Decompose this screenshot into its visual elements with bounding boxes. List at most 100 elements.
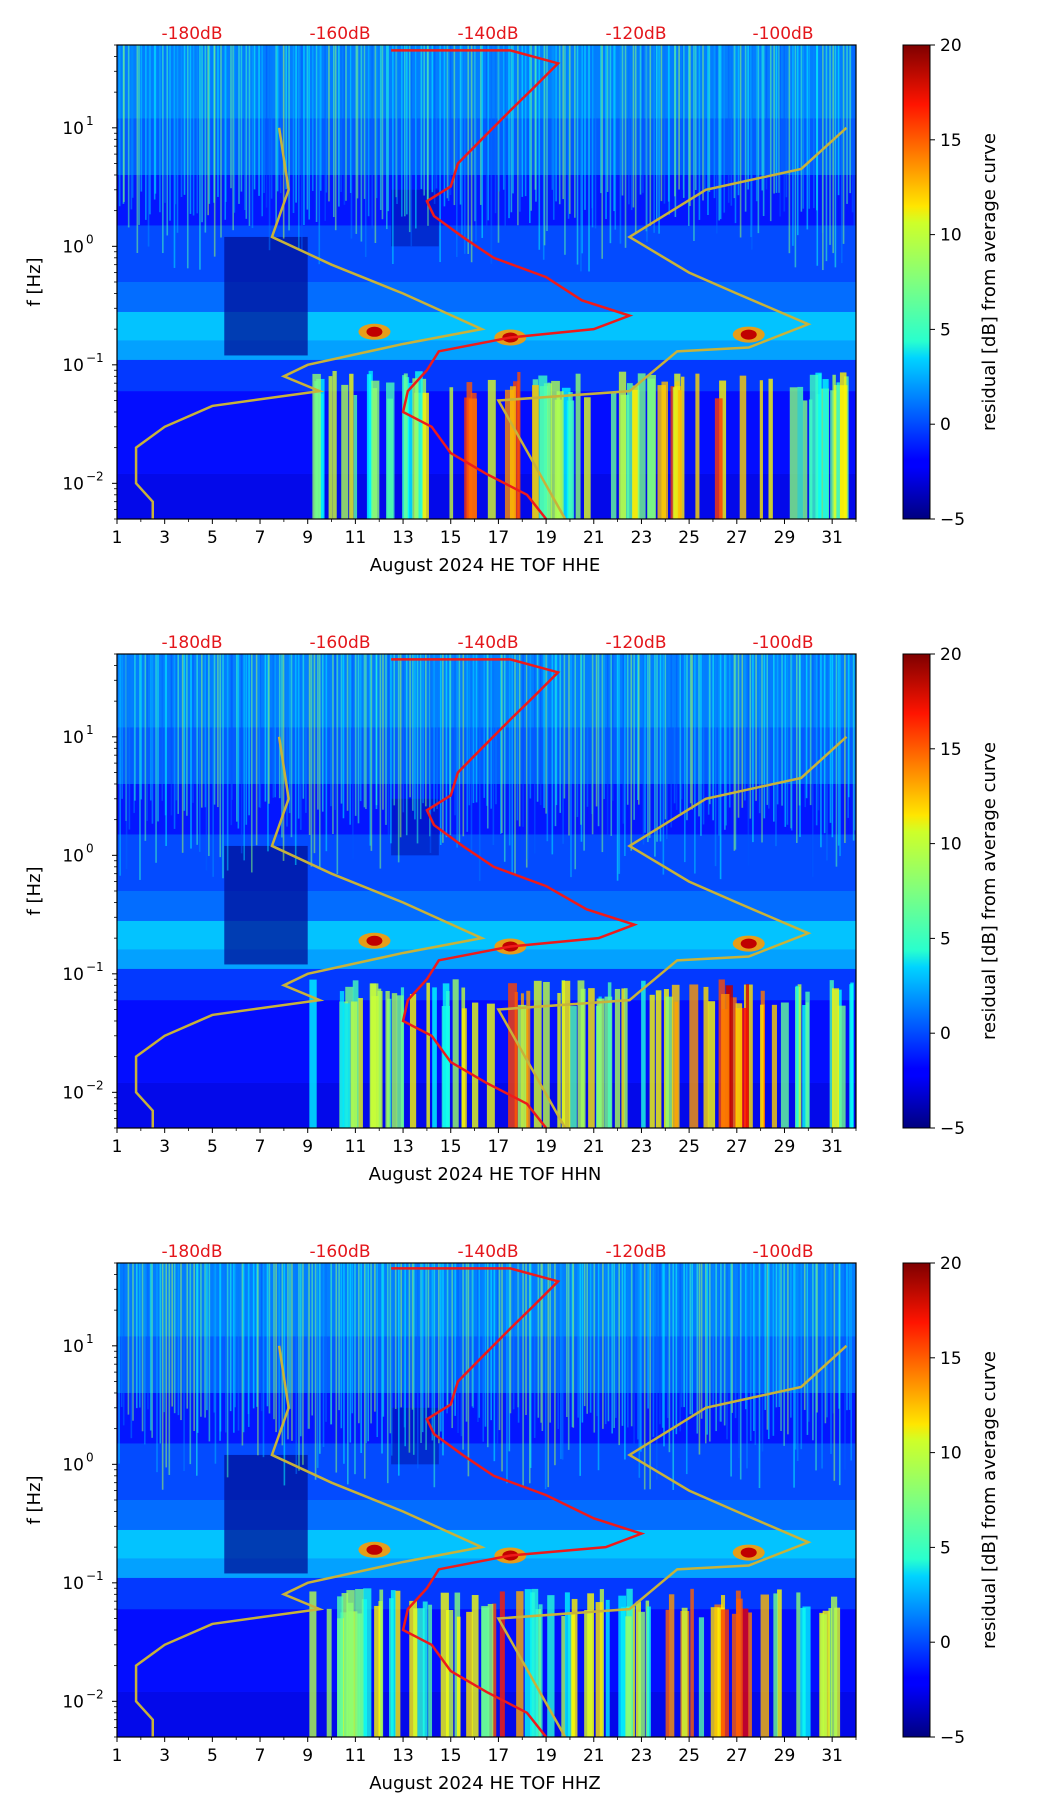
y-tick-exponent: −2 <box>86 1687 104 1701</box>
y-tick-label: 10 <box>62 965 84 985</box>
x-tick-label: 3 <box>159 1137 170 1157</box>
x-tick-label: 29 <box>774 1137 796 1157</box>
colorbar-tick-label: 20 <box>940 645 962 665</box>
db-scale-label: -180dB <box>161 24 222 44</box>
noise-curve-red <box>391 658 639 1128</box>
x-tick-label: 1 <box>112 528 123 548</box>
x-tick-label: 17 <box>488 1137 510 1157</box>
y-tick-label: 10 <box>62 1455 84 1475</box>
model-curve-yellow-2 <box>496 1344 848 1737</box>
x-tick-label: 13 <box>392 528 414 548</box>
y-tick-exponent: −1 <box>86 1569 104 1583</box>
colorbar: 20 15 10 5 0 −5 residual [dB] from average cur… <box>902 36 1000 530</box>
model-curve-yellow-1 <box>134 736 486 1128</box>
model-curve-yellow-2 <box>496 735 848 1128</box>
db-scale-label: -120dB <box>605 24 666 44</box>
y-tick-label: 10 <box>62 474 84 494</box>
x-tick-label: 3 <box>159 1746 170 1766</box>
y-axis-label: f [Hz] <box>24 866 45 915</box>
x-tick-label: 31 <box>821 1137 843 1157</box>
x-tick-label: 31 <box>821 528 843 548</box>
db-scale-label: -140dB <box>457 633 518 653</box>
y-tick-exponent: 0 <box>86 1450 94 1464</box>
noise-curve-red <box>391 1267 646 1737</box>
model-curve-yellow-2 <box>496 126 848 519</box>
x-tick-label: 31 <box>821 1746 843 1766</box>
x-tick-label: 5 <box>207 1746 218 1766</box>
x-tick-label: 27 <box>726 528 748 548</box>
x-tick-label: 9 <box>302 1746 313 1766</box>
x-tick-label: 11 <box>345 1746 367 1766</box>
x-tick-label: 15 <box>440 1746 462 1766</box>
x-tick-label: 7 <box>255 1137 266 1157</box>
colorbar-tick-label: −5 <box>940 1728 965 1748</box>
x-axis-label: August 2024 HE TOF HHZ <box>369 1773 601 1794</box>
y-tick-label: 10 <box>62 119 84 139</box>
db-scale-label: -180dB <box>161 1242 222 1262</box>
colorbar-label: residual [dB] from average curve <box>979 1351 1000 1649</box>
colorbar-label: residual [dB] from average curve <box>979 133 1000 431</box>
noise-curve-red <box>391 49 634 519</box>
x-tick-label: 29 <box>774 1746 796 1766</box>
x-tick-label: 19 <box>535 528 557 548</box>
x-tick-label: 3 <box>159 528 170 548</box>
db-scale-label: -140dB <box>457 1242 518 1262</box>
x-axis-label: August 2024 HE TOF HHN <box>369 1164 602 1185</box>
spectrogram-image <box>117 1263 856 1737</box>
colorbar-tick-label: 10 <box>940 1444 962 1464</box>
colorbar: 20 15 10 5 0 −5 residual [dB] from average cur… <box>902 1254 1000 1748</box>
x-tick-label: 25 <box>678 1746 700 1766</box>
spectrogram-image <box>117 654 856 1128</box>
x-tick-label: 1 <box>112 1137 123 1157</box>
colorbar-tick-label: 15 <box>940 131 962 151</box>
x-tick-label: 17 <box>488 528 510 548</box>
x-tick-label: 17 <box>488 1746 510 1766</box>
colorbar-tick-label: 5 <box>940 320 951 340</box>
x-tick-label: 11 <box>345 1137 367 1157</box>
db-scale-label: -120dB <box>605 633 666 653</box>
x-tick-label: 23 <box>631 1746 653 1766</box>
x-tick-label: 5 <box>207 528 218 548</box>
x-tick-label: 23 <box>631 1137 653 1157</box>
model-curve-yellow-1 <box>134 127 486 519</box>
x-tick-label: 9 <box>302 528 313 548</box>
db-scale-label: -160dB <box>309 633 370 653</box>
spectrogram-image <box>117 45 856 519</box>
colorbar-tick-label: 0 <box>940 415 951 435</box>
colorbar-tick-label: 15 <box>940 1349 962 1369</box>
x-tick-label: 11 <box>345 528 367 548</box>
db-scale-label: -160dB <box>309 1242 370 1262</box>
y-tick-exponent: 0 <box>86 232 94 246</box>
x-tick-label: 25 <box>678 528 700 548</box>
x-tick-label: 19 <box>535 1746 557 1766</box>
colorbar-tick-label: 5 <box>940 929 951 949</box>
x-tick-label: 21 <box>583 1746 605 1766</box>
db-scale-label: -120dB <box>605 1242 666 1262</box>
y-tick-exponent: 1 <box>86 723 94 737</box>
y-tick-label: 10 <box>62 237 84 257</box>
x-tick-label: 5 <box>207 1137 218 1157</box>
colorbar-tick-label: 15 <box>940 740 962 760</box>
y-tick-exponent: 1 <box>86 114 94 128</box>
y-tick-label: 10 <box>62 728 84 748</box>
db-scale-label: -100dB <box>752 1242 813 1262</box>
x-tick-label: 15 <box>440 528 462 548</box>
x-tick-label: 7 <box>255 528 266 548</box>
db-scale-label: -160dB <box>309 24 370 44</box>
colorbar-tick-label: 5 <box>940 1538 951 1558</box>
colorbar-tick-label: 10 <box>940 835 962 855</box>
colorbar-tick-label: 0 <box>940 1024 951 1044</box>
x-tick-label: 21 <box>583 1137 605 1157</box>
x-tick-label: 7 <box>255 1746 266 1766</box>
y-tick-label: 10 <box>62 1337 84 1357</box>
y-tick-exponent: −2 <box>86 469 104 483</box>
db-scale-label: -100dB <box>752 633 813 653</box>
x-tick-label: 25 <box>678 1137 700 1157</box>
y-tick-label: 10 <box>62 1083 84 1103</box>
x-tick-label: 29 <box>774 528 796 548</box>
x-tick-label: 27 <box>726 1746 748 1766</box>
x-axis-label: August 2024 HE TOF HHE <box>370 555 601 576</box>
x-tick-label: 13 <box>392 1746 414 1766</box>
